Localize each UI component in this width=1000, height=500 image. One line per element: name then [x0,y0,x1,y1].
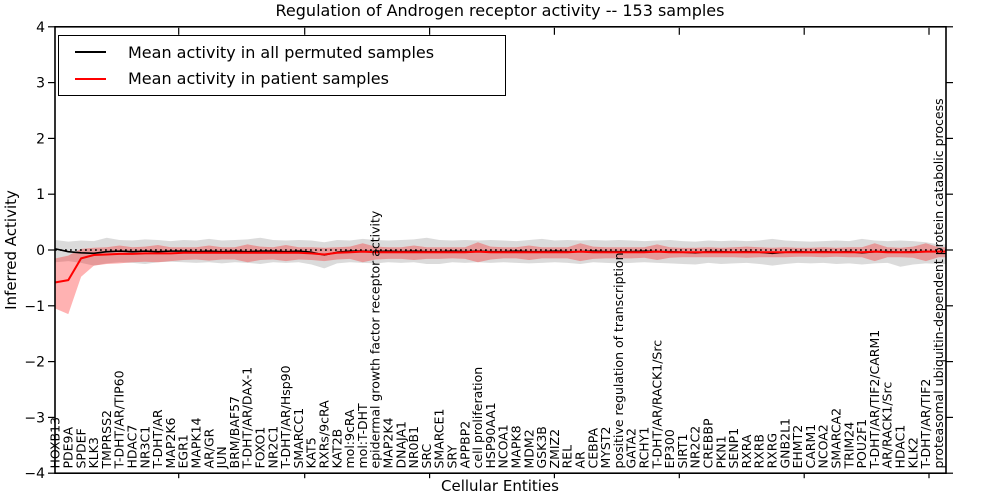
x-tick-label: MAPK14 [189,417,204,468]
x-tick-label: KLK2 [905,437,920,468]
legend-item-patient: Mean activity in patient samples [59,69,505,88]
x-tick-label: epidermal growth factor receptor activit… [368,210,383,468]
x-tick-label: HDAC7 [125,425,140,469]
x-tick-label: RCHY1 [637,427,652,469]
x-tick-label: NR2C2 [688,426,703,469]
x-tick-label: TRIM24 [841,422,856,470]
x-tick-label: MAPK8 [509,425,524,468]
y-tick-label: −4 [24,466,45,482]
x-tick-label: HDAC1 [893,425,908,469]
x-tick-label: T-DHT/AR/TIF2/CARM1 [867,330,882,470]
x-tick-label: mol:T-DHT [355,403,370,469]
x-tick-label: CARM1 [803,424,818,469]
y-axis-title: Inferred Activity [2,190,20,310]
chart-title: Regulation of Androgen receptor activity… [275,1,725,20]
x-tick-label: MAP2K4 [381,417,396,468]
x-tick-label: SMARCA2 [829,408,844,469]
x-tick-label: KLK3 [86,437,101,468]
x-tick-label: PKN1 [713,435,728,468]
x-tick-label: EGR1 [176,434,191,468]
x-tick-label: NR3C1 [137,426,152,469]
x-tick-label: AR/GR [201,428,216,468]
patient-confidence-band [55,242,946,315]
x-tick-label: SIRT1 [675,434,690,469]
x-tick-label: EP300 [662,429,677,468]
x-tick-label: RXRA [739,434,754,468]
x-tick-label: SPDEF [73,428,88,468]
y-tick-label: −1 [24,299,45,315]
x-tick-label: T-DHT/AR [150,409,165,469]
x-tick-label: SMARCC1 [291,408,306,469]
x-tick-label: REL [560,445,575,469]
x-tick-label: AR/RACK1/Src [880,382,895,469]
x-tick-label: AR [573,451,588,469]
x-tick-label: positive regulation of transcription [611,253,626,469]
x-tick-label: FOXO1 [253,427,268,469]
y-tick-label: 0 [36,243,45,259]
y-tick-label: 1 [36,187,45,203]
y-tick-label: −2 [24,355,45,371]
y-tick-label: −3 [24,410,45,426]
patient-mean-line [55,250,946,284]
x-tick-label: T-DHT/AR/TIP60 [112,370,127,469]
x-axis-title: Cellular Entities [441,477,559,495]
x-tick-label: MDM2 [521,429,536,468]
legend-label-permuted: Mean activity in all permuted samples [128,42,435,62]
x-tick-label: mol:9cRA [342,409,357,469]
x-tick-label: SMARCE1 [432,409,447,469]
x-tick-label: CEBPA [585,428,600,469]
x-tick-label: KAT2B [329,429,344,469]
x-tick-label: TMPRSS2 [99,410,114,469]
x-tick-label: NCOA1 [496,424,511,468]
x-tick-label: EHMT2 [790,425,805,469]
x-tick-label: PDE9A [61,426,76,468]
x-tick-label: MAP2K6 [163,417,178,468]
x-tick-label: RXRG [765,433,780,469]
x-tick-label: NR2C1 [265,426,280,469]
x-tick-label: GSK3B [534,426,549,468]
x-tick-label: POU2F1 [854,419,869,469]
x-tick-label: T-DHT/AR/TIF2 [918,379,933,470]
x-tick-label: GNB2L1 [777,418,792,468]
legend-line-black-icon [75,51,106,54]
x-tick-label: JUN [214,446,229,469]
x-tick-label: RXRs/9cRA [317,400,332,469]
x-tick-label: APPBP2 [457,421,472,469]
x-tick-label: HOXB13 [48,417,63,468]
x-tick-label: T-DHT/AR/RACK1/Src [649,340,664,470]
x-tick-label: DNAJA1 [393,421,408,469]
x-tick-label: BRM/BAF57 [227,396,242,468]
legend-label-patient: Mean activity in patient samples [128,69,389,89]
legend-line-red-icon [75,77,106,80]
x-tick-label: CREBBP [701,418,716,468]
x-tick-label: cell proliferation [470,367,485,469]
legend-item-permuted: Mean activity in all permuted samples [59,43,505,62]
x-tick-label: SRC [419,444,434,469]
y-tick-label: 4 [36,20,45,36]
x-tick-label: SENP1 [726,428,741,469]
x-tick-label: NCOA2 [816,424,831,468]
legend: Mean activity in all permuted samples Me… [58,35,506,96]
x-tick-label: proteasomal ubiquitin-dependent protein … [931,98,946,468]
x-tick-label: HSP90AA1 [483,402,498,468]
x-tick-label: GATA2 [624,428,639,468]
x-tick-label: SRY [445,445,460,469]
x-tick-label: KAT5 [304,437,319,468]
y-tick-label: 3 [36,76,45,92]
y-tick-label: 2 [36,131,45,147]
x-tick-label: T-DHT/AR/DAX-1 [240,367,255,470]
x-tick-label: ZMIZ2 [547,429,562,469]
x-tick-label: RXRB [752,434,767,469]
x-tick-label: T-DHT/AR/Hsp90 [278,365,293,469]
x-tick-label: MYST2 [598,427,613,469]
x-tick-label: NR0B1 [406,426,421,469]
